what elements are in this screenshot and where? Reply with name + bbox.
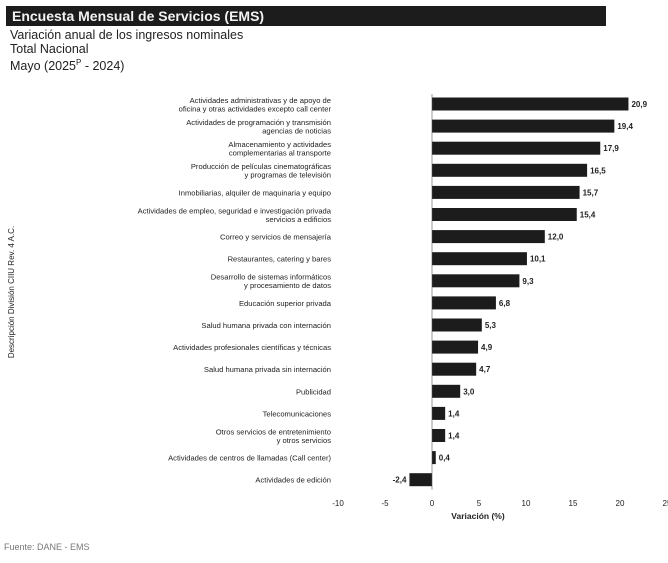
category-label-12-0: Salud humana privada sin internación [204, 365, 331, 374]
category-label-0-1: oficina y otras actividades excepto call… [179, 104, 332, 113]
category-label-3-0: Producción de películas cinematográficas [191, 162, 331, 171]
category-label-11-0: Actividades profesionales científicas y … [173, 343, 331, 352]
x-tick-label-4: 10 [522, 499, 531, 508]
chart-subtitle-period: Mayo (2025P - 2024) [10, 58, 124, 73]
data-label-14: 1,4 [448, 409, 460, 418]
category-label-14-0: Telecomunicaciones [263, 409, 332, 418]
data-label-0: 20,9 [631, 100, 647, 109]
data-label-2: 17,9 [603, 144, 619, 153]
chart-subtitle-scope: Total Nacional [10, 42, 89, 56]
data-label-12: 4,7 [479, 365, 491, 374]
category-label-2-1: complementarias al transporte [229, 148, 331, 157]
bar-1 [432, 119, 615, 133]
data-label-5: 15,4 [580, 211, 596, 220]
data-label-13: 3,0 [463, 387, 475, 396]
category-label-5-1: servicios a edificios [266, 215, 332, 224]
category-label-15-0: Otros servicios de entretenimiento [216, 427, 331, 436]
chart-banner: Encuesta Mensual de Servicios (EMS) [6, 6, 606, 26]
bar-7 [432, 252, 527, 266]
category-label-1-1: agencias de noticias [262, 126, 331, 135]
category-label-3-1: y programas de televisión [244, 171, 331, 180]
x-tick-label-6: 20 [616, 499, 625, 508]
data-label-1: 19,4 [617, 122, 633, 131]
bar-8 [432, 274, 520, 288]
bar-5 [432, 208, 577, 221]
category-label-7-0: Restaurantes, catering y bares [228, 255, 332, 264]
bar-3 [432, 163, 588, 177]
data-label-4: 15,7 [583, 188, 599, 197]
data-label-16: 0,4 [439, 454, 451, 463]
data-label-8: 9,3 [522, 277, 534, 286]
category-label-5-0: Actividades de empleo, seguridad e inves… [138, 206, 332, 215]
period-end: - 2024) [81, 59, 125, 74]
category-label-9-0: Educación superior privada [239, 299, 332, 308]
data-label-6: 12,0 [548, 233, 564, 242]
bar-14 [432, 406, 446, 420]
bar-17 [409, 473, 432, 487]
provisional-mark: P [76, 58, 82, 67]
category-label-0-0: Actividades administrativas y de apoyo d… [190, 96, 331, 105]
banner-title: Encuesta Mensual de Servicios (EMS) [12, 8, 265, 24]
category-label-16-0: Actividades de centros de llamadas (Call… [168, 454, 331, 463]
data-label-15: 1,4 [448, 432, 460, 441]
bar-12 [432, 362, 477, 376]
category-label-10-0: Salud humana privada con internación [201, 321, 331, 330]
data-label-3: 16,5 [590, 166, 606, 175]
data-label-11: 4,9 [481, 343, 493, 352]
category-label-4-0: Inmobiliarias, alquiler de maquinaria y … [179, 188, 331, 197]
y-axis-title: Descripción División CIIU Rev. 4 A.C. [7, 226, 16, 358]
x-tick-label-5: 15 [569, 499, 578, 508]
source-note: Fuente: DANE - EMS [4, 542, 90, 552]
period-start: Mayo (2025 [10, 59, 77, 74]
bar-0 [432, 97, 629, 111]
bar-16 [432, 451, 436, 465]
category-label-8-0: Desarrollo de sistemas informáticos [211, 273, 331, 282]
bar-6 [432, 230, 545, 244]
category-label-1-0: Actividades de programación y transmisió… [186, 118, 331, 127]
category-label-2-0: Almacenamiento y actividades [228, 140, 331, 149]
data-label-17: -2,4 [393, 476, 407, 485]
bar-11 [432, 340, 479, 354]
x-axis-title: Variación (%) [451, 511, 505, 521]
data-label-9: 6,8 [499, 299, 511, 308]
bar-15 [432, 429, 446, 442]
chart-subtitle-variation: Variación anual de los ingresos nominale… [10, 28, 244, 42]
category-label-15-1: y otros servicios [277, 436, 332, 445]
category-label-6-0: Correo y servicios de mensajería [220, 233, 332, 242]
category-label-13-0: Publicidad [296, 387, 331, 396]
x-tick-label-1: -5 [381, 499, 389, 508]
bar-13 [432, 384, 461, 398]
x-tick-label-7: 25 [663, 499, 668, 508]
category-label-17-0: Actividades de edición [255, 476, 331, 485]
x-tick-label-2: 0 [430, 499, 435, 508]
bar-10 [432, 318, 482, 332]
bar-2 [432, 141, 601, 155]
category-label-8-1: y procesamiento de datos [244, 281, 331, 290]
x-tick-label-0: -10 [332, 499, 344, 508]
x-tick-label-3: 5 [477, 499, 482, 508]
bar-9 [432, 296, 496, 310]
bar-4 [432, 185, 580, 199]
data-label-7: 10,1 [530, 255, 546, 264]
data-label-10: 5,3 [485, 321, 497, 330]
